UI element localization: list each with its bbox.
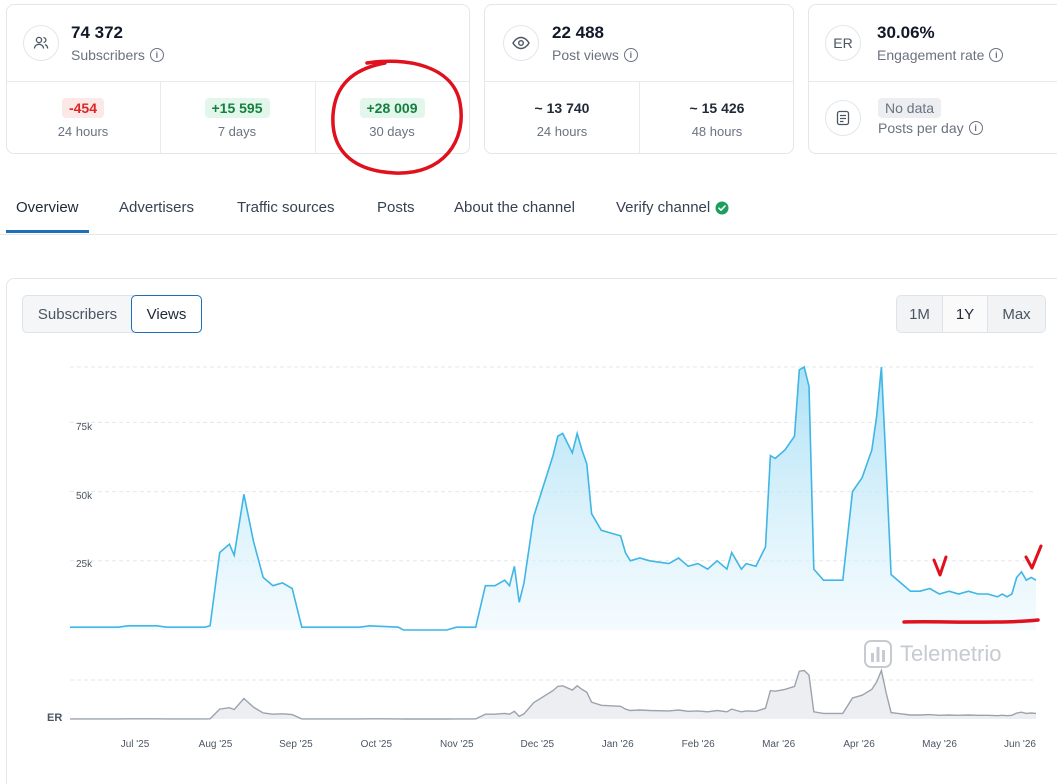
subscribers-change-7d: +15 595 7 days (167, 98, 307, 139)
divider (7, 81, 469, 82)
y-tick-label: 75k (76, 422, 93, 433)
er-line (70, 668, 1037, 720)
x-tick-label: Apr '26 (843, 739, 875, 750)
change-value: +28 009 (359, 98, 425, 118)
posts-per-day-value: No data (878, 98, 942, 118)
tab-overview[interactable]: Overview (16, 199, 79, 216)
info-icon[interactable]: i (623, 48, 638, 62)
x-tick-label: Feb '26 (681, 739, 715, 750)
tab-bar: Overview Advertisers Traffic sources Pos… (0, 186, 1057, 235)
y-tick-label: 50k (76, 491, 93, 502)
toggle-subscribers[interactable]: Subscribers (37, 305, 118, 323)
range-toggle: 1M 1Y Max (896, 295, 1046, 333)
y-tick-label: 25k (76, 559, 93, 570)
post-views-card: 22 488 Post views i ~ 13 740 24 hours ~ 1… (484, 4, 794, 154)
tab-about-the-channel[interactable]: About the channel (454, 199, 575, 216)
info-icon[interactable]: i (149, 48, 164, 62)
views-value: ~ 13 740 (534, 100, 590, 116)
tab-verify-channel[interactable]: Verify channel (616, 199, 729, 216)
x-tick-label: Dec '25 (520, 739, 555, 750)
x-tick-label: Oct '25 (360, 739, 393, 750)
tab-traffic-sources[interactable]: Traffic sources (237, 199, 335, 216)
er-area (70, 670, 1036, 719)
subscribers-card: 74 372 Subscribers i -454 24 hours +15 59… (6, 4, 470, 154)
change-value: +15 595 (204, 98, 270, 118)
subscribers-count: 74 372 (71, 23, 123, 42)
x-tick-label: Jul '25 (120, 739, 150, 750)
x-tick-label: Sep '25 (279, 739, 313, 750)
users-icon (23, 25, 59, 61)
engagement-rate-label: Engagement rate i (877, 47, 1004, 63)
subscribers-change-30d: +28 009 30 days (322, 98, 462, 139)
subscribers-label: Subscribers i (71, 47, 164, 63)
change-value: -454 (61, 98, 105, 118)
tab-advertisers[interactable]: Advertisers (119, 199, 195, 216)
subscribers-change-24h: -454 24 hours (13, 98, 153, 139)
engagement-card: ER 30.06% Engagement rate i No data Posts… (808, 4, 1057, 154)
range-max[interactable]: Max (1002, 305, 1031, 323)
x-tick-label: Jun '26 (1004, 739, 1036, 750)
post-views-label-text: Post views (552, 47, 619, 63)
tab-verify-channel-label: Verify channel (616, 199, 711, 216)
info-icon[interactable]: i (989, 48, 1004, 62)
metric-toggle: Subscribers Views (22, 295, 202, 333)
watermark-text: Telemetrio (900, 641, 1002, 666)
verified-check-icon (715, 201, 729, 214)
views-line (70, 365, 1037, 631)
divider (160, 81, 161, 154)
telemetrio-watermark: Telemetrio (864, 640, 1001, 668)
no-data-badge: No data (878, 98, 942, 118)
active-tab-indicator (6, 230, 89, 233)
divider (809, 81, 1057, 82)
info-icon[interactable]: i (968, 121, 983, 135)
toggle-views[interactable]: Views (131, 295, 202, 333)
change-period: 7 days (217, 124, 257, 139)
engagement-label-text: Engagement rate (877, 47, 985, 63)
engagement-rate-value: 30.06% (877, 23, 935, 42)
tab-posts[interactable]: Posts (377, 199, 415, 216)
document-icon (825, 100, 861, 136)
range-1m[interactable]: 1M (897, 296, 943, 332)
views-value: ~ 15 426 (689, 100, 745, 116)
post-views-count: 22 488 (552, 23, 604, 42)
change-period: 24 hours (57, 124, 109, 139)
views-area (70, 367, 1036, 630)
er-axis-label: ER (47, 712, 63, 724)
divider (315, 81, 316, 154)
bar-chart-logo-icon (864, 640, 892, 668)
views-period: 24 hours (536, 124, 588, 139)
eye-icon (503, 25, 539, 61)
annotation-circle (331, 59, 463, 175)
posts-per-day-label-text: Posts per day (878, 120, 964, 136)
range-1y[interactable]: 1Y (943, 296, 988, 332)
change-period: 30 days (369, 124, 415, 139)
divider (639, 81, 640, 154)
x-tick-label: Nov '25 (440, 739, 474, 750)
x-tick-label: Mar '26 (762, 739, 796, 750)
posts-per-day-label: Posts per day i (878, 120, 983, 136)
views-stat-24h: ~ 13 740 24 hours (492, 100, 632, 139)
er-icon: ER (825, 25, 861, 61)
x-tick-label: May '26 (922, 739, 957, 750)
x-tick-label: Aug '25 (198, 739, 233, 750)
views-period: 48 hours (691, 124, 743, 139)
post-views-label: Post views i (552, 47, 638, 63)
subscribers-label-text: Subscribers (71, 47, 145, 63)
views-stat-48h: ~ 15 426 48 hours (647, 100, 787, 139)
er-icon-text: ER (833, 35, 853, 51)
x-tick-label: Jan '26 (601, 739, 634, 750)
